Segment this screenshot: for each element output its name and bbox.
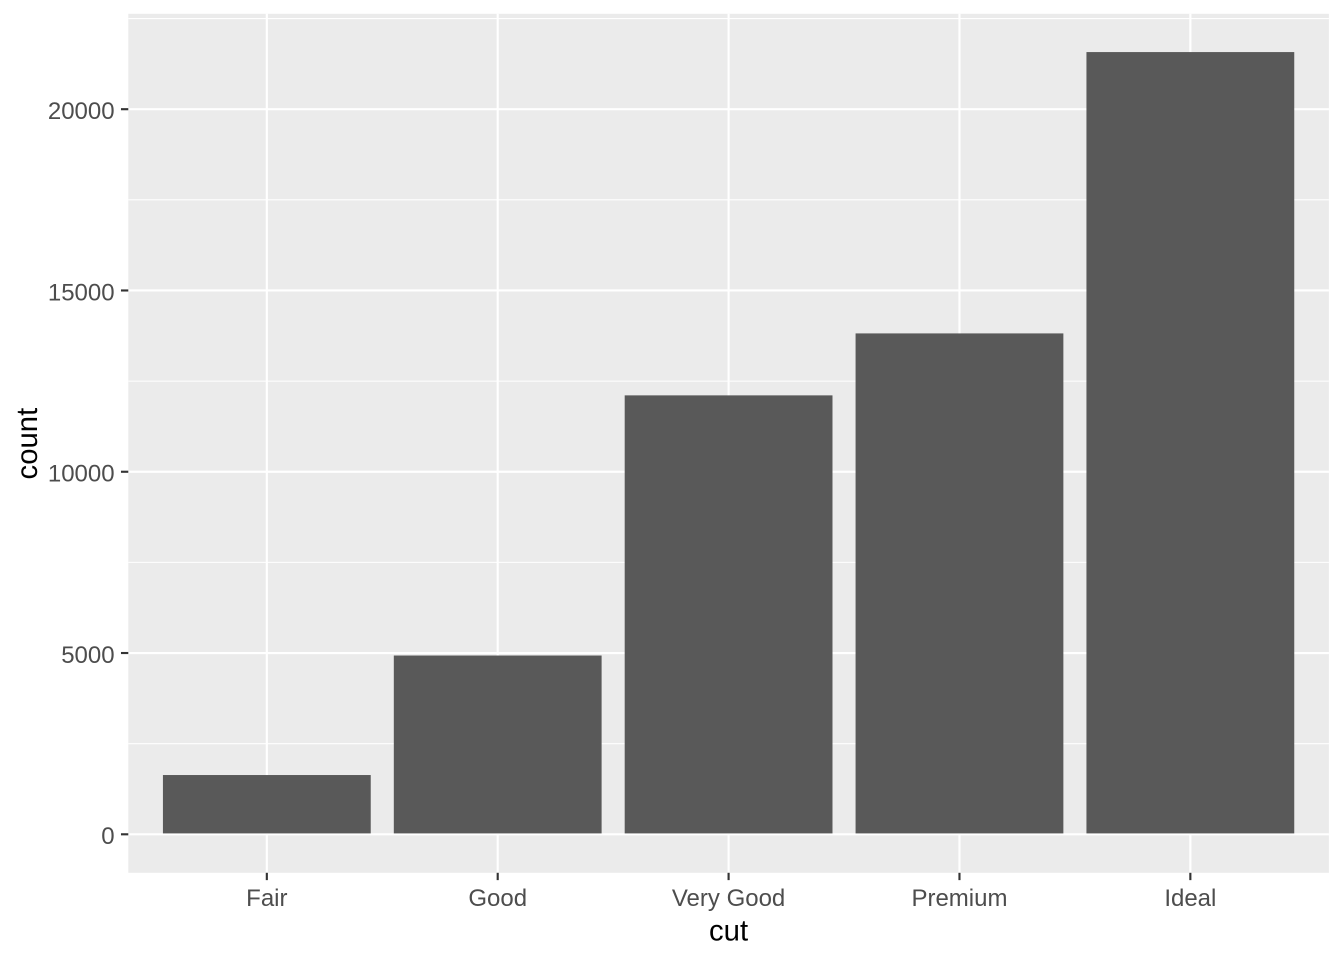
- svg-text:5000: 5000: [61, 642, 114, 669]
- svg-text:0: 0: [101, 823, 114, 850]
- svg-text:15000: 15000: [48, 279, 115, 306]
- svg-text:Fair: Fair: [246, 885, 287, 912]
- svg-text:Good: Good: [468, 885, 527, 912]
- svg-text:Ideal: Ideal: [1164, 885, 1216, 912]
- svg-text:cut: cut: [709, 914, 748, 947]
- svg-text:count: count: [11, 408, 44, 480]
- svg-text:10000: 10000: [48, 461, 115, 488]
- svg-text:20000: 20000: [48, 98, 115, 125]
- svg-text:Premium: Premium: [911, 885, 1007, 912]
- svg-text:Very Good: Very Good: [672, 885, 785, 912]
